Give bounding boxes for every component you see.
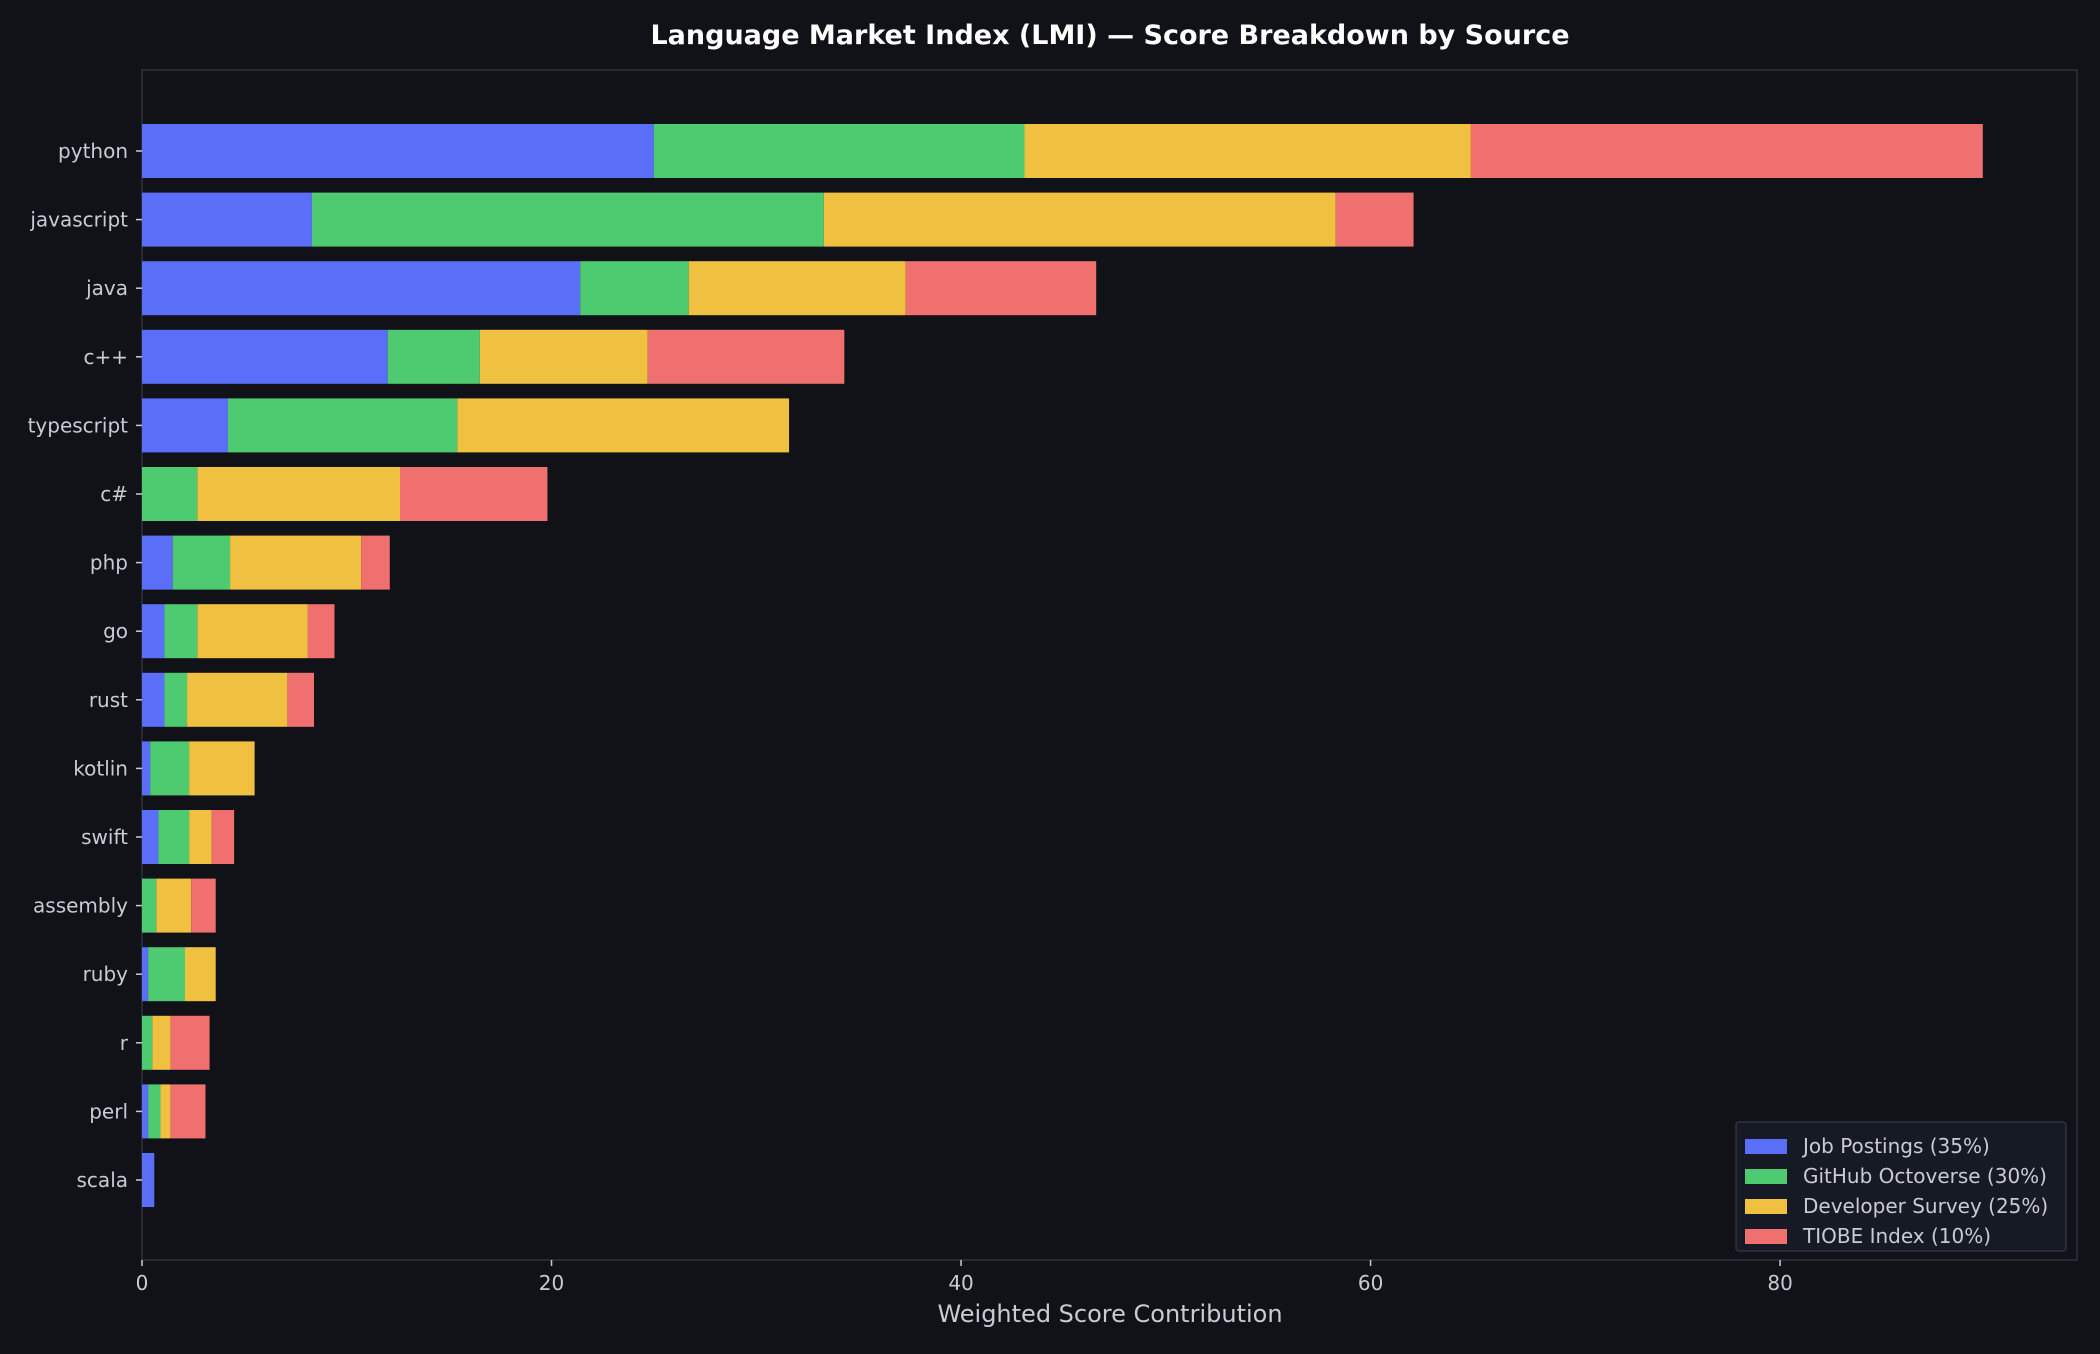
bar-segment [148,1084,161,1139]
y-tick-label: php [90,551,128,575]
x-tick-label: 80 [1767,1271,1792,1295]
legend-swatch [1745,1169,1787,1184]
bar-segment [230,535,362,590]
bar-segment [172,535,231,590]
bar-segment [823,192,1336,247]
y-tick-label: java [85,276,128,300]
y-tick-label: go [103,619,128,643]
y-tick-label: c++ [83,345,128,369]
y-tick-label: ruby [83,962,129,986]
legend-swatch [1745,1229,1787,1244]
bar-segment [142,329,388,384]
bar-segment [187,672,288,727]
bar-segment [189,810,212,864]
x-tick-label: 20 [539,1271,564,1295]
y-tick-label: python [58,139,128,163]
bar-segment [164,672,188,727]
legend-swatch [1745,1199,1787,1214]
bar-segment [152,1015,171,1070]
bar-segment [142,810,159,864]
bar-segment [211,810,235,864]
bar-segment [311,192,824,247]
bar-segment [160,1084,171,1139]
y-tick-label: rust [89,688,128,712]
plot-area-frame [141,69,2078,1261]
y-tick-label: r [120,1031,129,1055]
bar-segment [1024,124,1471,178]
legend-swatch [1745,1139,1787,1154]
legend-label: TIOBE Index (10%) [1802,1224,1991,1248]
bar-segment [1470,124,1983,178]
bar-segment [142,604,165,659]
legend-label: Developer Survey (25%) [1803,1194,2048,1218]
bar-segment [189,741,255,796]
bar-segment [580,261,689,316]
bar-segment [688,261,906,316]
x-axis-label: Weighted Score Contribution [937,1300,1282,1328]
y-tick-label: c# [100,482,128,506]
bar-segment [197,604,308,659]
bars-layer [142,124,1983,1207]
legend: Job Postings (35%) GitHub Octoverse (30%)… [1735,1121,2067,1252]
bar-segment [150,741,190,796]
bar-segment [479,329,648,384]
x-axis: 0 20 40 60 80 [136,1260,1793,1295]
bar-segment [142,1015,153,1070]
bar-segment [142,947,149,1002]
bar-segment [387,329,480,384]
legend-label: GitHub Octoverse (30%) [1803,1164,2047,1188]
x-tick-label: 0 [136,1271,149,1295]
bar-segment [361,535,390,590]
bar-segment [647,329,845,384]
bar-segment [185,947,216,1002]
bar-segment [142,1084,149,1139]
y-tick-label: kotlin [73,756,128,780]
bar-segment [170,1084,206,1139]
y-tick-label: scala [77,1168,128,1192]
bar-segment [142,535,173,590]
y-tick-label: javascript [29,208,128,232]
bar-segment [148,947,185,1002]
bar-segment [400,467,548,521]
bar-segment [142,741,151,796]
bar-segment [142,261,581,316]
y-tick-label: assembly [33,894,128,918]
bar-segment [142,467,198,521]
bar-segment [228,398,458,453]
bar-segment [142,398,228,453]
bar-segment [191,878,216,933]
x-tick-label: 40 [948,1271,973,1295]
y-tick-label: perl [89,1099,128,1123]
bar-segment [653,124,1025,178]
bar-segment [156,878,192,933]
bar-segment [142,878,157,933]
bar-segment [142,124,654,178]
x-tick-label: 60 [1358,1271,1383,1295]
y-axis: python javascript java c++ typescript c# php go… [28,139,142,1192]
bar-segment [1335,192,1414,247]
bar-segment [307,604,335,659]
bar-segment [170,1015,210,1070]
bar-segment [164,604,198,659]
bar-segment [457,398,790,453]
bar-segment [158,810,190,864]
chart-title: Language Market Index (LMI) — Score Brea… [650,20,1569,51]
bar-segment [142,672,165,727]
bar-segment [287,672,314,727]
bar-segment [142,192,312,247]
y-tick-label: swift [81,825,128,849]
y-tick-label: typescript [28,413,129,437]
legend-label: Job Postings (35%) [1801,1134,1990,1158]
bar-segment [142,1153,155,1207]
bar-segment [197,467,400,521]
bar-segment [905,261,1097,316]
legend-box [1735,1121,2067,1252]
